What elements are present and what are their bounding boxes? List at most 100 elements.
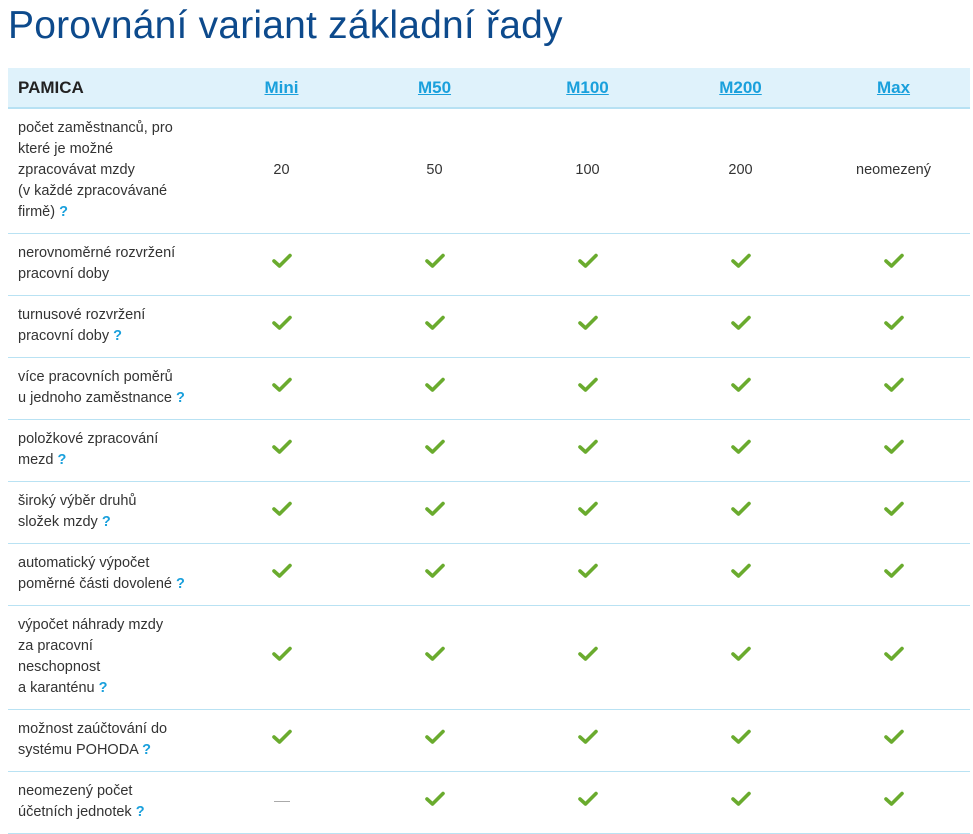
feature-label-line: více pracovních poměrů bbox=[18, 369, 173, 385]
checkmark-icon bbox=[883, 377, 904, 392]
feature-label: více pracovních poměrů u jednoho zaměstna… bbox=[8, 357, 205, 420]
checkmark-icon bbox=[883, 791, 904, 806]
feature-label-line: (v každé zpracovávané bbox=[18, 183, 168, 199]
table-row: automatický výpočet poměrné části dovolen… bbox=[8, 543, 970, 606]
page-title: Porovnání variant základní řady bbox=[8, 4, 563, 47]
value-cell bbox=[205, 709, 358, 772]
help-icon[interactable]: ? bbox=[176, 390, 185, 406]
value-cell bbox=[664, 709, 817, 772]
value-text: 20 bbox=[273, 162, 290, 178]
table-row: široký výběr druhů složek mzdy ? bbox=[8, 481, 970, 544]
feature-label-line: nerovnoměrné rozvržení bbox=[18, 245, 176, 261]
checkmark-icon bbox=[424, 646, 445, 661]
value-cell bbox=[511, 771, 664, 834]
feature-label-line: a karanténu bbox=[18, 680, 95, 696]
variant-header: M100 bbox=[511, 68, 664, 109]
value-text: 200 bbox=[728, 162, 753, 178]
feature-label: výpočet náhrady mzdy za pracovní neschopno… bbox=[8, 605, 205, 710]
variant-link-m50[interactable]: M50 bbox=[417, 77, 452, 97]
variant-link-mini[interactable]: Mini bbox=[264, 77, 299, 97]
comparison-table: PAMICA Mini M50 M100 M200 Max počet zamě… bbox=[8, 68, 970, 834]
value-cell bbox=[664, 605, 817, 710]
checkmark-icon bbox=[424, 791, 445, 806]
table-row: položkové zpracování mezd ? bbox=[8, 419, 970, 482]
checkmark-icon bbox=[424, 439, 445, 454]
value-cell bbox=[358, 605, 511, 710]
variant-header: M200 bbox=[664, 68, 817, 109]
checkmark-icon bbox=[730, 729, 751, 744]
value-cell bbox=[817, 605, 970, 710]
value-cell bbox=[664, 295, 817, 358]
variant-link-max[interactable]: Max bbox=[876, 77, 911, 97]
value-cell bbox=[511, 543, 664, 606]
feature-label: turnusové rozvržení pracovní doby ? bbox=[8, 295, 205, 358]
table-row: počet zaměstnanců, pro které je možné zpra… bbox=[8, 108, 970, 234]
checkmark-icon bbox=[883, 439, 904, 454]
variant-header: Max bbox=[817, 68, 970, 109]
feature-label-line: počet zaměstnanců, pro bbox=[18, 120, 173, 136]
value-cell: 20 bbox=[205, 108, 358, 234]
feature-label: široký výběr druhů složek mzdy ? bbox=[8, 481, 205, 544]
checkmark-icon bbox=[577, 563, 598, 578]
feature-label-line: pracovní doby bbox=[18, 266, 110, 282]
help-icon[interactable]: ? bbox=[57, 452, 67, 468]
value-cell: neomezený bbox=[817, 108, 970, 234]
variant-link-m200[interactable]: M200 bbox=[719, 77, 762, 97]
value-cell bbox=[664, 481, 817, 544]
value-cell bbox=[205, 357, 358, 420]
brand-header: PAMICA bbox=[8, 68, 205, 109]
checkmark-icon bbox=[730, 253, 751, 268]
feature-label-line: turnusové rozvržení bbox=[18, 307, 146, 323]
value-cell bbox=[817, 233, 970, 296]
table-row: více pracovních poměrů u jednoho zaměstna… bbox=[8, 357, 970, 420]
help-icon[interactable]: ? bbox=[98, 680, 108, 696]
help-icon[interactable]: ? bbox=[59, 204, 68, 220]
feature-label-line: mezd bbox=[18, 452, 54, 468]
checkmark-icon bbox=[271, 563, 292, 578]
value-cell bbox=[511, 295, 664, 358]
help-icon[interactable]: ? bbox=[142, 742, 151, 758]
value-cell bbox=[358, 357, 511, 420]
checkmark-icon bbox=[577, 315, 598, 330]
checkmark-icon bbox=[883, 315, 904, 330]
value-cell: 200 bbox=[664, 108, 817, 234]
checkmark-icon bbox=[271, 253, 292, 268]
value-cell bbox=[205, 543, 358, 606]
checkmark-icon bbox=[577, 501, 598, 516]
checkmark-icon bbox=[883, 646, 904, 661]
value-cell bbox=[511, 481, 664, 544]
value-cell bbox=[817, 295, 970, 358]
value-cell bbox=[817, 419, 970, 482]
help-icon[interactable]: ? bbox=[113, 328, 122, 344]
value-cell bbox=[511, 605, 664, 710]
feature-label-line: poměrné části dovolené bbox=[18, 576, 172, 592]
checkmark-icon bbox=[577, 791, 598, 806]
value-cell bbox=[664, 233, 817, 296]
feature-label-line: firmě) bbox=[18, 204, 56, 220]
value-cell bbox=[358, 709, 511, 772]
header-row: PAMICA Mini M50 M100 M200 Max bbox=[8, 68, 970, 109]
value-cell: 100 bbox=[511, 108, 664, 234]
value-cell bbox=[817, 543, 970, 606]
checkmark-icon bbox=[424, 563, 445, 578]
variant-link-m100[interactable]: M100 bbox=[566, 77, 609, 97]
help-icon[interactable]: ? bbox=[101, 514, 111, 530]
value-cell bbox=[817, 771, 970, 834]
checkmark-icon bbox=[271, 439, 292, 454]
value-cell bbox=[205, 605, 358, 710]
checkmark-icon bbox=[883, 253, 904, 268]
feature-label: automatický výpočet poměrné části dovolen… bbox=[8, 543, 205, 606]
value-text: 50 bbox=[426, 162, 443, 178]
value-cell bbox=[205, 419, 358, 482]
feature-label-line: za pracovní bbox=[18, 638, 93, 654]
feature-label: neomezený počet účetních jednotek ? bbox=[8, 771, 205, 834]
help-icon[interactable]: ? bbox=[176, 576, 185, 592]
help-icon[interactable]: ? bbox=[135, 804, 145, 820]
value-cell bbox=[511, 233, 664, 296]
value-text: 100 bbox=[575, 162, 600, 178]
checkmark-icon bbox=[883, 729, 904, 744]
feature-label: možnost zaúčtování do systému POHODA ? bbox=[8, 709, 205, 772]
checkmark-icon bbox=[424, 377, 445, 392]
value-cell bbox=[358, 295, 511, 358]
value-cell bbox=[205, 481, 358, 544]
